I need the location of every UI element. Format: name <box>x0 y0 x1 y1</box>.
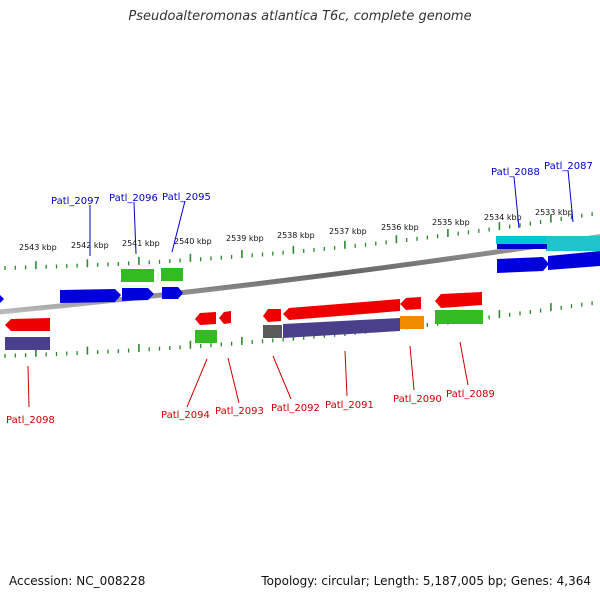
ruler-label: 2537 kbp <box>329 227 367 236</box>
ruler-label: 2538 kbp <box>277 231 315 240</box>
gene-arrow-rev[interactable] <box>195 312 216 325</box>
gene-gray-band[interactable] <box>263 325 282 338</box>
gene-arrow-rev[interactable] <box>435 292 482 308</box>
ruler-label: 2539 kbp <box>226 234 264 243</box>
gene-arrow-fwd[interactable] <box>548 251 600 270</box>
gene-purple-band[interactable] <box>283 318 400 338</box>
reverse-leader-lines <box>27 341 469 408</box>
gene-cyan-bar[interactable] <box>546 236 600 251</box>
ruler-label: 2543 kbp <box>19 243 57 252</box>
gene-label-patl-2088[interactable]: Patl_2088 <box>491 167 540 178</box>
gene-purple-band[interactable] <box>5 337 50 350</box>
gene-label-patl-2092[interactable]: Patl_2092 <box>271 403 320 414</box>
gene-arrow-fwd[interactable] <box>60 289 121 303</box>
forward-leader-lines <box>89 169 574 256</box>
gene-label-patl-2097[interactable]: Patl_2097 <box>51 196 100 207</box>
gene-arrow-rev[interactable] <box>5 318 50 331</box>
gene-arrow-fwd[interactable] <box>162 287 183 299</box>
gene-label-patl-2098[interactable]: Patl_2098 <box>6 415 55 426</box>
map-title: Pseudoalteromonas atlantica T6c, complet… <box>128 9 472 24</box>
gene-go-bar[interactable] <box>435 310 483 324</box>
gene-arrow-fwd[interactable] <box>122 288 154 301</box>
gene-label-patl-2090[interactable]: Patl_2090 <box>393 394 442 405</box>
gene-label-patl-2089[interactable]: Patl_2089 <box>446 389 495 400</box>
gene-arrow-fwd[interactable] <box>0 295 4 303</box>
gene-go-bar[interactable] <box>161 268 183 281</box>
gene-arrow-rev[interactable] <box>283 299 400 320</box>
ruler-label: 2541 kbp <box>122 239 160 248</box>
upper-tick-row <box>4 212 593 270</box>
gene-fwd-band[interactable] <box>497 244 547 249</box>
gene-label-patl-2096[interactable]: Patl_2096 <box>109 193 158 204</box>
gene-label-patl-2087[interactable]: Patl_2087 <box>544 161 593 172</box>
gene-orange-band[interactable] <box>400 316 424 329</box>
gene-label-patl-2093[interactable]: Patl_2093 <box>215 406 264 417</box>
ruler-label: 2534 kbp <box>484 213 522 222</box>
gene-go-bar[interactable] <box>195 330 217 343</box>
gene-arrow-rev[interactable] <box>263 309 281 322</box>
ruler-label: 2540 kbp <box>174 237 212 246</box>
gene-go-bar[interactable] <box>121 269 154 282</box>
ruler-label: 2533 kbp <box>535 208 573 217</box>
gene-label-patl-2094[interactable]: Patl_2094 <box>161 410 210 421</box>
genome-info-text: Topology: circular; Length: 5,187,005 bp… <box>261 574 591 588</box>
gene-arrow-fwd[interactable] <box>497 257 549 273</box>
gene-arrow-rev[interactable] <box>219 311 231 324</box>
forward-features <box>0 236 600 303</box>
gene-arrow-rev[interactable] <box>400 297 421 310</box>
ruler-label: 2535 kbp <box>432 218 470 227</box>
gene-label-patl-2091[interactable]: Patl_2091 <box>325 400 374 411</box>
ruler-label: 2536 kbp <box>381 223 419 232</box>
reverse-features <box>5 292 483 350</box>
gene-label-patl-2095[interactable]: Patl_2095 <box>162 192 211 203</box>
accession-text: Accession: NC_008228 <box>9 574 146 588</box>
